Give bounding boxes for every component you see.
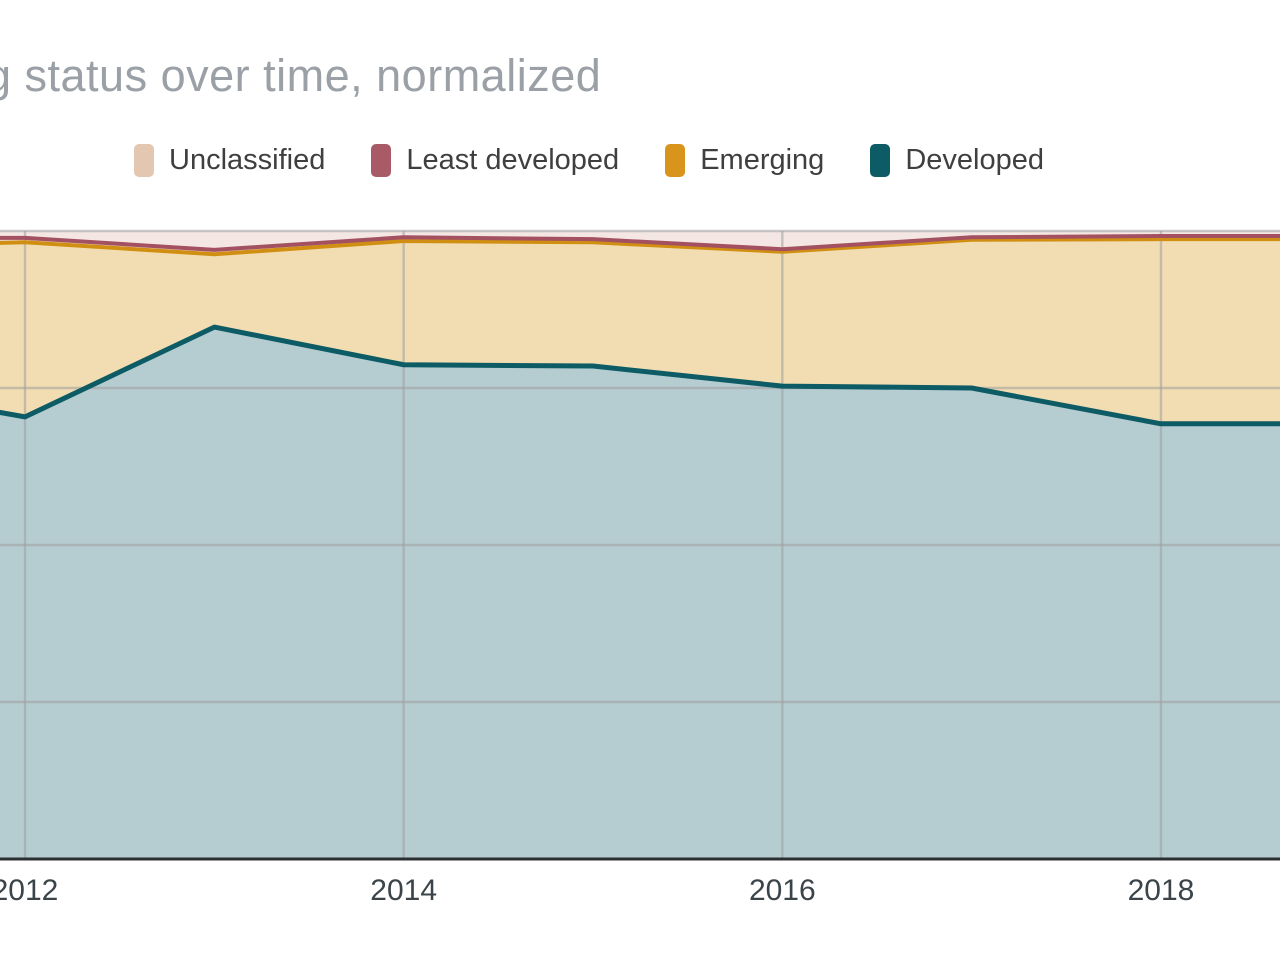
legend-swatch-unclassified xyxy=(134,144,154,177)
legend-item-least-developed[interactable]: Least developed xyxy=(371,144,619,177)
legend-label: Developed xyxy=(905,144,1044,176)
legend-item-developed[interactable]: Developed xyxy=(870,144,1044,177)
area-emerging xyxy=(0,239,1280,424)
legend-item-emerging[interactable]: Emerging xyxy=(665,144,824,177)
legend-swatch-developed xyxy=(870,144,891,177)
line-least-developed xyxy=(0,234,1280,252)
line-developed xyxy=(0,324,1280,427)
legend-item-unclassified[interactable]: Unclassified xyxy=(134,144,325,177)
x-tick-label-2012: 2012 xyxy=(0,874,59,907)
x-tick-label-2018: 2018 xyxy=(1127,874,1195,907)
legend-swatch-least-developed xyxy=(371,144,392,177)
legend-label: Emerging xyxy=(700,144,825,176)
legend-swatch-emerging xyxy=(665,144,686,177)
chart-title: g status over time, normalized xyxy=(0,50,602,101)
area-developed xyxy=(0,327,1280,859)
line-emerging xyxy=(0,237,1280,257)
x-tick-label-2014: 2014 xyxy=(370,874,438,907)
legend-label: Unclassified xyxy=(169,144,326,176)
legend-label: Least developed xyxy=(406,144,620,176)
x-tick-label-2016: 2016 xyxy=(748,874,816,907)
legend: Unclassified Least developed Emerging Devel… xyxy=(134,144,1090,177)
